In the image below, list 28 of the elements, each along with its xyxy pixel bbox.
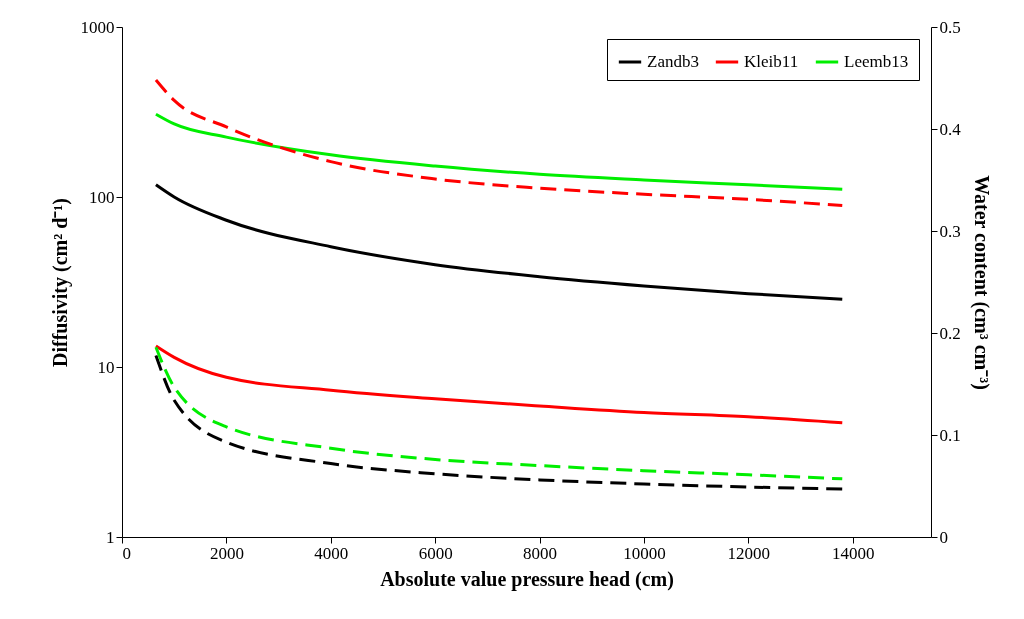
x-tick-label: 14000	[831, 543, 875, 563]
line-series	[154, 112, 844, 191]
x-tick-label: 12000	[727, 543, 771, 563]
y2-tick-label: 0	[939, 527, 948, 547]
line-series	[154, 344, 844, 425]
x-tick-label: 8000	[523, 543, 558, 563]
y-tick-label: 1	[106, 527, 115, 547]
y2-axis-title: Water content (cm³ cm⁻³)	[969, 175, 993, 390]
legend-label: Kleib11	[744, 52, 799, 71]
legend-label: Zandb3	[647, 52, 699, 71]
y2-tick-label: 0.1	[939, 425, 961, 445]
line-series	[154, 78, 844, 207]
x-tick-label: 0	[122, 543, 131, 563]
y-tick-label: 10	[97, 357, 115, 377]
x-tick-label: 4000	[314, 543, 349, 563]
x-tick-label: 6000	[418, 543, 453, 563]
y2-tick-label: 0.4	[939, 119, 962, 139]
line-series	[154, 183, 844, 301]
y2-tick-label: 0.3	[939, 221, 961, 241]
x-tick-label: 2000	[209, 543, 244, 563]
x-axis-title: Absolute value pressure head (cm)	[380, 567, 674, 591]
y2-tick-label: 0.5	[939, 17, 961, 37]
y-axis-title: Diffusivity (cm² d⁻¹)	[48, 198, 72, 367]
y-tick-label: 100	[89, 187, 115, 207]
y-tick-label: 1000	[80, 17, 115, 37]
legend-label: Leemb13	[844, 52, 909, 71]
y2-tick-label: 0.2	[939, 323, 961, 343]
x-tick-label: 10000	[623, 543, 666, 563]
